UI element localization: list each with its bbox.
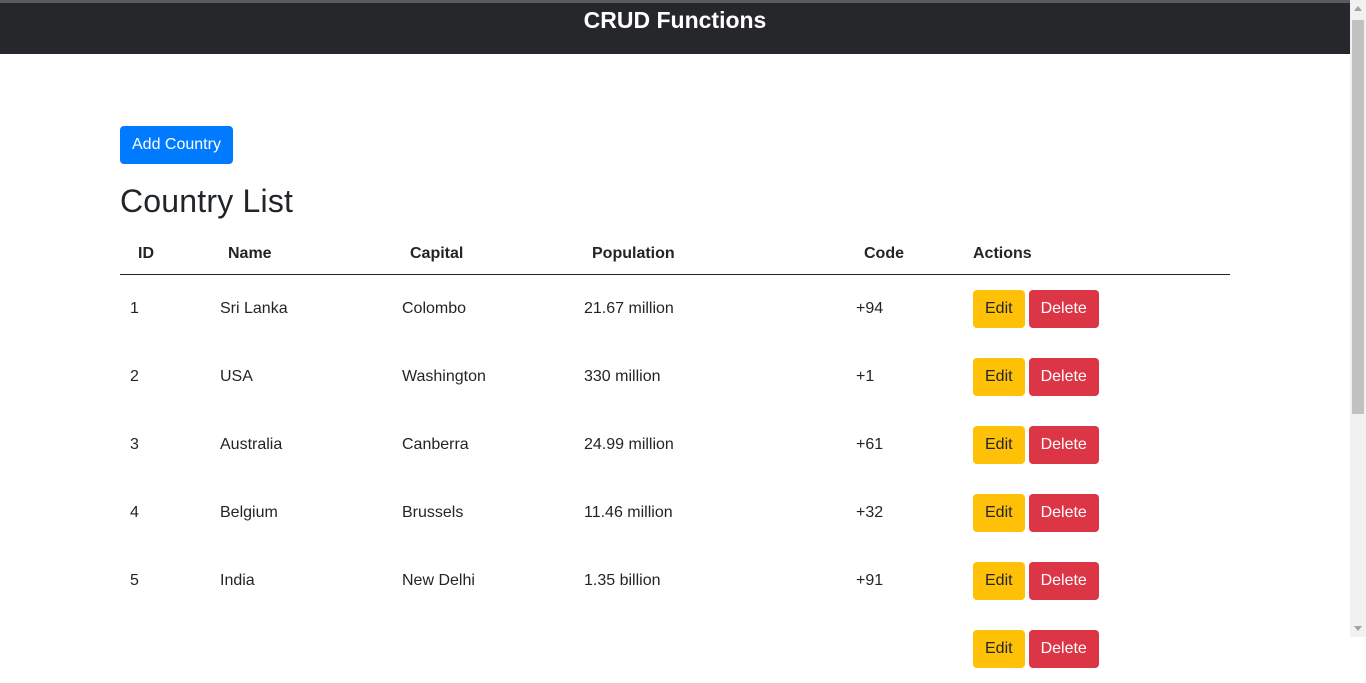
cell-id: 4 <box>130 504 139 521</box>
delete-button[interactable]: Delete <box>1028 426 1099 464</box>
cell-population <box>584 615 856 683</box>
cell-id <box>120 615 220 683</box>
app-title: CRUD Functions <box>583 7 767 33</box>
cell-population: 330 million <box>584 368 661 385</box>
cell-code: +1 <box>856 368 875 385</box>
edit-button[interactable]: Edit <box>973 562 1025 600</box>
cell-capital: Colombo <box>402 300 467 317</box>
table-row: 3 Australia Canberra 24.99 million +61 E… <box>120 411 1230 479</box>
table-row: Edit Delete <box>120 615 1230 683</box>
cell-population: 21.67 million <box>584 300 674 317</box>
cell-capital: Washington <box>402 368 486 385</box>
column-header-capital: Capital <box>402 234 584 275</box>
edit-button[interactable]: Edit <box>973 494 1025 532</box>
cell-capital: Brussels <box>402 504 464 521</box>
delete-button[interactable]: Delete <box>1028 358 1099 396</box>
column-header-actions: Actions <box>973 234 1230 275</box>
table-row: 1 Sri Lanka Colombo 21.67 million +94 Ed… <box>120 275 1230 344</box>
column-header-population: Population <box>584 234 856 275</box>
delete-button[interactable]: Delete <box>1028 494 1099 532</box>
cell-code: +94 <box>856 300 884 317</box>
cell-name: Australia <box>220 436 283 453</box>
cell-name <box>220 615 402 683</box>
cell-actions: Edit Delete <box>973 343 1230 411</box>
cell-name: USA <box>220 368 253 385</box>
delete-button[interactable]: Delete <box>1028 290 1099 328</box>
delete-button[interactable]: Delete <box>1028 630 1099 668</box>
cell-code: +61 <box>856 436 884 453</box>
table-row: 5 India New Delhi 1.35 billion +91 Edit D… <box>120 547 1230 615</box>
cell-actions: Edit Delete <box>973 615 1230 683</box>
cell-id: 2 <box>130 368 139 385</box>
cell-population: 11.46 million <box>584 504 673 521</box>
cell-capital: Canberra <box>402 436 469 453</box>
cell-actions: Edit Delete <box>973 411 1230 479</box>
add-country-button[interactable]: Add Country <box>120 126 233 164</box>
scroll-up-arrow-icon[interactable] <box>1354 6 1362 11</box>
cell-code <box>856 615 973 683</box>
cell-id: 1 <box>130 300 139 317</box>
scroll-down-arrow-icon[interactable] <box>1354 626 1362 631</box>
cell-capital: New Delhi <box>402 572 475 589</box>
cell-population: 1.35 billion <box>584 572 661 589</box>
table-header-row: ID Name Capital Population Code Actions <box>120 234 1230 275</box>
edit-button[interactable]: Edit <box>973 358 1025 396</box>
cell-name: India <box>220 572 255 589</box>
edit-button[interactable]: Edit <box>973 426 1025 464</box>
delete-button[interactable]: Delete <box>1028 562 1099 600</box>
edit-button[interactable]: Edit <box>973 630 1025 668</box>
main-content: Add Country Country List ID Name Capital… <box>120 126 1230 683</box>
vertical-scrollbar[interactable] <box>1350 0 1366 637</box>
page-title: Country List <box>120 183 294 219</box>
cell-population: 24.99 million <box>584 436 674 453</box>
cell-actions: Edit Delete <box>973 547 1230 615</box>
cell-id: 5 <box>130 572 139 589</box>
edit-button[interactable]: Edit <box>973 290 1025 328</box>
column-header-name: Name <box>220 234 402 275</box>
column-header-code: Code <box>856 234 973 275</box>
table-row: 4 Belgium Brussels 11.46 million +32 Edi… <box>120 479 1230 547</box>
cell-code: +91 <box>856 572 884 589</box>
cell-actions: Edit Delete <box>973 275 1230 344</box>
column-header-id: ID <box>120 234 220 275</box>
top-navbar: CRUD Functions <box>0 0 1350 54</box>
cell-code: +32 <box>856 504 884 521</box>
cell-id: 3 <box>130 436 139 453</box>
cell-capital <box>402 615 584 683</box>
country-table: ID Name Capital Population Code Actions … <box>120 234 1230 683</box>
table-row: 2 USA Washington 330 million +1 Edit Dele… <box>120 343 1230 411</box>
cell-name: Sri Lanka <box>220 300 288 317</box>
cell-name: Belgium <box>220 504 278 521</box>
scrollbar-thumb[interactable] <box>1352 20 1364 414</box>
cell-actions: Edit Delete <box>973 479 1230 547</box>
